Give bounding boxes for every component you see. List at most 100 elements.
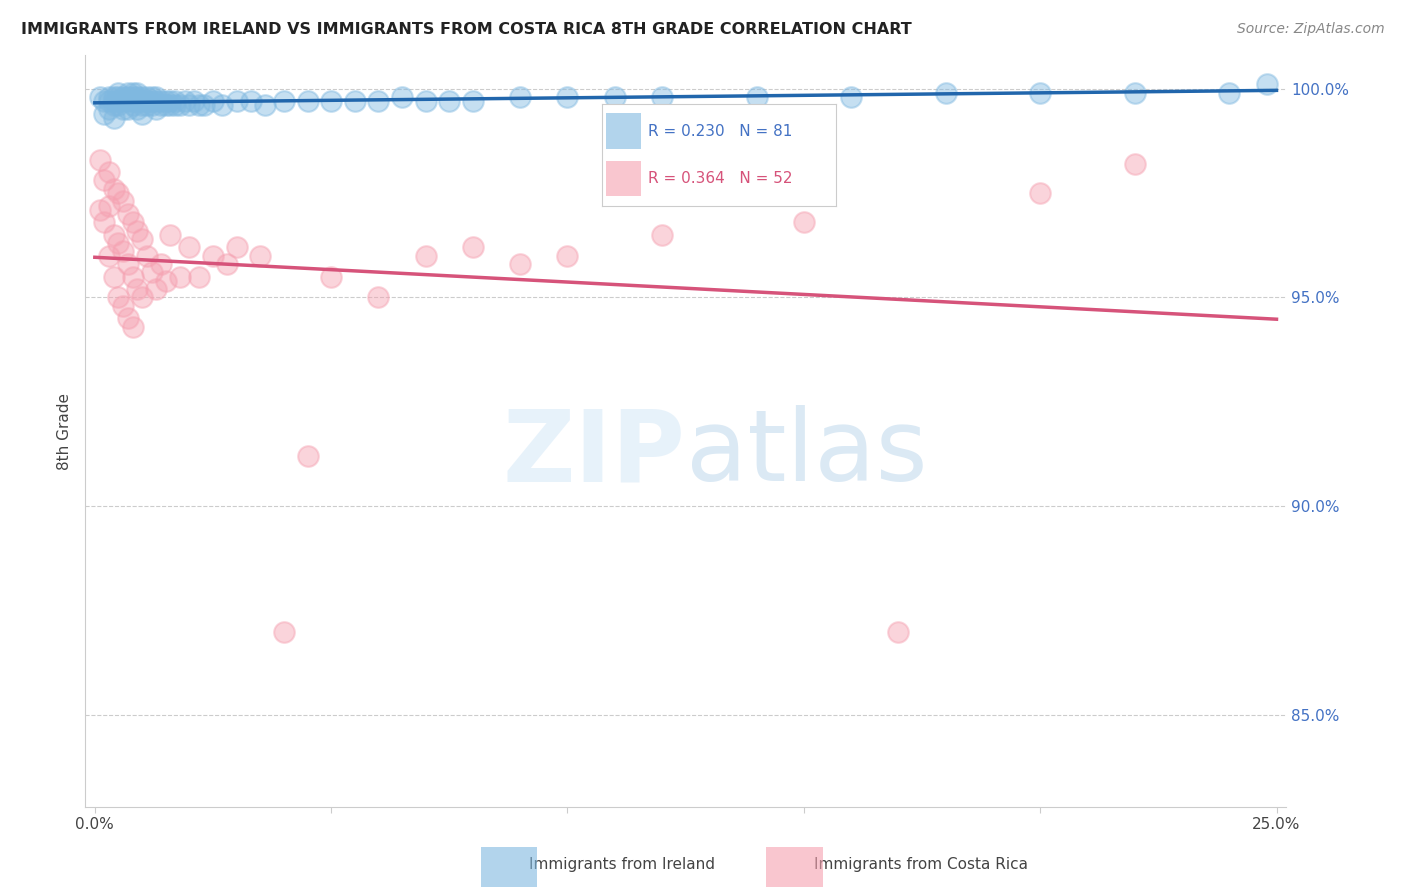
Point [117, 94, 139, 108]
Point [121, 319, 143, 334]
Point [121, 90, 143, 104]
Point [1218, 86, 1240, 100]
Point [131, 90, 153, 104]
Text: atlas: atlas [686, 405, 928, 502]
Point [103, 182, 125, 196]
Point [107, 94, 129, 108]
Point [159, 94, 181, 108]
Point [173, 94, 195, 108]
Point [183, 94, 205, 108]
Point [127, 103, 149, 117]
Point [343, 94, 366, 108]
Point [112, 103, 135, 117]
Point [112, 194, 135, 209]
Point [145, 282, 167, 296]
Point [169, 98, 191, 112]
Point [117, 90, 139, 104]
Point [121, 94, 143, 108]
Point [391, 90, 413, 104]
Point [131, 106, 153, 120]
Point [141, 98, 163, 112]
Point [93, 106, 115, 120]
Point [439, 94, 461, 108]
Point [131, 94, 153, 108]
Point [1123, 86, 1146, 100]
Point [239, 94, 262, 108]
Point [651, 90, 673, 104]
Point [651, 227, 673, 242]
Point [273, 624, 295, 639]
Point [141, 265, 163, 279]
Text: Immigrants from Ireland: Immigrants from Ireland [529, 857, 714, 872]
Text: Immigrants from Costa Rica: Immigrants from Costa Rica [814, 857, 1028, 872]
Point [98, 90, 121, 104]
Point [112, 299, 135, 313]
Point [150, 257, 173, 271]
Point [117, 86, 139, 100]
Point [159, 98, 181, 112]
Point [141, 94, 163, 108]
Point [98, 165, 121, 179]
Point [193, 98, 215, 112]
Point [135, 90, 157, 104]
Point [135, 94, 157, 108]
Point [103, 111, 125, 125]
Point [225, 240, 247, 254]
Point [145, 103, 167, 117]
Point [557, 249, 579, 263]
Point [112, 90, 135, 104]
Point [155, 274, 177, 288]
Point [131, 232, 153, 246]
Point [98, 103, 121, 117]
Text: Source: ZipAtlas.com: Source: ZipAtlas.com [1237, 22, 1385, 37]
Point [89, 90, 111, 104]
Point [93, 173, 115, 187]
Point [89, 153, 111, 167]
Point [159, 227, 181, 242]
Point [127, 223, 149, 237]
Point [107, 186, 129, 200]
Point [121, 98, 143, 112]
Point [107, 90, 129, 104]
Point [887, 624, 910, 639]
Point [415, 94, 437, 108]
Point [1123, 157, 1146, 171]
Point [103, 269, 125, 284]
Point [141, 90, 163, 104]
Point [150, 98, 173, 112]
Point [89, 202, 111, 217]
Point [297, 449, 319, 463]
Point [127, 94, 149, 108]
Point [187, 269, 209, 284]
Point [117, 103, 139, 117]
Point [131, 290, 153, 304]
Text: ZIP: ZIP [503, 405, 686, 502]
Point [93, 215, 115, 229]
Point [253, 98, 276, 112]
Point [793, 215, 815, 229]
Point [121, 86, 143, 100]
Point [98, 249, 121, 263]
Point [273, 94, 295, 108]
Point [1029, 186, 1052, 200]
Point [145, 90, 167, 104]
Point [297, 94, 319, 108]
Point [169, 269, 191, 284]
Point [321, 269, 343, 284]
Point [131, 98, 153, 112]
Point [103, 90, 125, 104]
Point [461, 240, 484, 254]
Point [127, 282, 149, 296]
Point [107, 236, 129, 251]
Point [121, 215, 143, 229]
Point [217, 257, 239, 271]
Point [211, 98, 233, 112]
Point [135, 98, 157, 112]
Point [155, 98, 177, 112]
Point [935, 86, 957, 100]
Point [165, 98, 187, 112]
Point [93, 94, 115, 108]
Point [509, 90, 531, 104]
Point [839, 90, 862, 104]
Point [367, 290, 389, 304]
